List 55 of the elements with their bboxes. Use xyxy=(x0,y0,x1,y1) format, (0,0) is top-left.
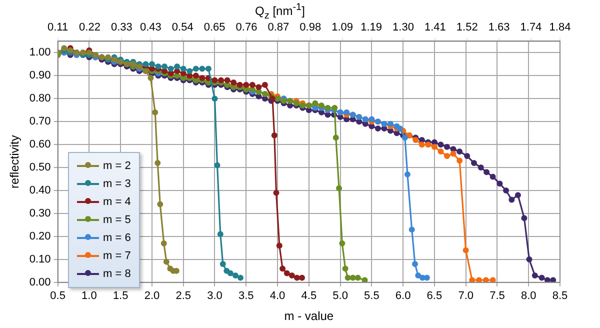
x2-tick-label: 1.74 xyxy=(520,22,542,34)
y-tick-label: 0.00 xyxy=(29,276,51,288)
legend-label: m = 4 xyxy=(103,196,131,208)
legend-label: m = 5 xyxy=(103,214,131,226)
x-tick-label: 6.5 xyxy=(426,290,442,302)
y-tick-label: 0.20 xyxy=(29,230,51,242)
x-tick-label: 4.5 xyxy=(301,290,317,302)
x-tick-label: 2.5 xyxy=(176,290,192,302)
x2-tick-label: 1.09 xyxy=(332,22,353,34)
legend-label: m = 2 xyxy=(103,160,131,172)
y-tick-label: 0.80 xyxy=(29,92,51,105)
x2-tick-label: 1.52 xyxy=(456,22,478,34)
y-tick-label: 0.40 xyxy=(29,184,51,197)
y-tick-label: 1.00 xyxy=(29,46,51,59)
x-tick-label: 6.0 xyxy=(395,290,411,302)
x2-tick-label: 1.63 xyxy=(488,22,510,34)
x2-tick-label: 0.22 xyxy=(79,22,100,34)
x2-tick-label: 0.54 xyxy=(172,22,194,34)
x2-tick-label: 0.11 xyxy=(48,22,68,34)
x2-tick-label: 1.84 xyxy=(549,22,571,34)
legend-label: m = 3 xyxy=(103,178,131,190)
x-axis-title: m - value xyxy=(284,309,334,324)
legend-label: m = 6 xyxy=(103,232,131,244)
y-tick-label: 0.30 xyxy=(29,208,51,220)
y-tick-label: 0.10 xyxy=(29,253,51,266)
legend-label: m = 7 xyxy=(103,250,131,262)
x-tick-label: 7.5 xyxy=(490,290,505,302)
x2-tick-label: 0.43 xyxy=(140,22,162,34)
x-tick-label: 3.5 xyxy=(238,290,254,302)
x2-axis-title: Q$_{z}$ [nm$^{-1}$] xyxy=(254,2,306,22)
y-tick-label: 0.90 xyxy=(29,70,51,82)
x-tick-label: 5.0 xyxy=(332,290,348,302)
x2-tick-label: 0.76 xyxy=(236,22,258,34)
x-tick-label: 1.0 xyxy=(82,290,97,302)
x-tick-label: 8.5 xyxy=(552,290,568,302)
x-tick-label: 7.0 xyxy=(458,290,474,302)
x2-tick-label: 0.98 xyxy=(300,22,322,34)
x-tick-label: 4.0 xyxy=(270,290,286,302)
x2-tick-label: 1.30 xyxy=(392,22,414,34)
x-tick-label: 2.0 xyxy=(144,290,160,302)
y-tick-label: 0.50 xyxy=(29,162,51,174)
x-tick-label: 5.5 xyxy=(364,290,380,302)
x-tick-label: 8.0 xyxy=(520,290,536,302)
x2-tick-label: 0.65 xyxy=(204,22,226,34)
x-tick-label: 0.5 xyxy=(50,290,66,302)
legend-label: m = 8 xyxy=(103,268,131,280)
x2-tick-label: 1.41 xyxy=(424,22,446,34)
x-tick-label: 3.0 xyxy=(207,290,222,302)
y-axis-title: reflectivity xyxy=(8,135,22,188)
x2-tick-label: 0.87 xyxy=(268,22,290,34)
x2-tick-label: 0.33 xyxy=(110,22,132,34)
x-tick-label: 1.5 xyxy=(112,290,128,302)
x2-tick-label: 1.19 xyxy=(360,22,382,34)
y-tick-label: 0.70 xyxy=(29,116,51,128)
y-tick-label: 0.60 xyxy=(29,138,51,151)
